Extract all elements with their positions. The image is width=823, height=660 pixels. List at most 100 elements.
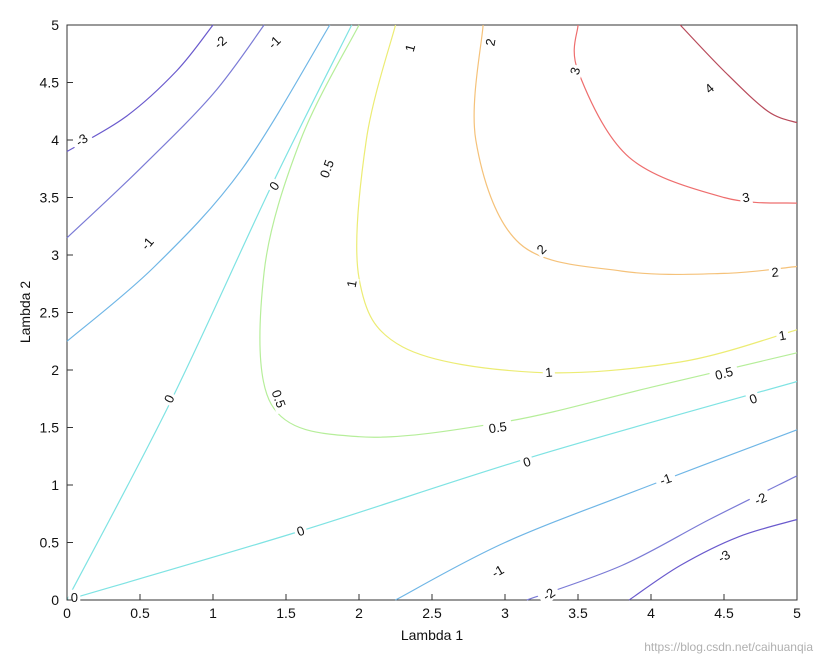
contour-lines: [66, 24, 798, 601]
x-tick-label: 3.5: [568, 605, 588, 621]
contour-level-label: 1: [402, 43, 418, 54]
contour-level-label-group: 0: [264, 176, 284, 195]
contour-line-level-neg2: [66, 24, 265, 239]
x-tick-label: 2.5: [422, 605, 442, 621]
x-tick-label: 5: [793, 605, 801, 621]
contour-level-label: 3: [567, 66, 583, 77]
contour-label-background: [292, 521, 309, 540]
contour-label-background: [485, 559, 510, 583]
y-tick-label: 1: [51, 477, 59, 493]
contour-level-label-group: 0: [518, 452, 535, 471]
x-axis-label: Lambda 1: [401, 627, 463, 643]
contour-level-label-group: 2: [481, 35, 498, 50]
contour-line-level-neg1: [66, 24, 331, 342]
contour-level-label-group: 1: [400, 40, 419, 56]
y-tick-label: 2: [51, 362, 59, 378]
contour-level-label-group: 0: [292, 521, 309, 540]
contour-label-background: [68, 127, 94, 152]
contour-level-label-group: -3: [711, 544, 737, 568]
x-tick-label: 4: [647, 605, 655, 621]
contour-label-background: [711, 544, 737, 568]
contour-level-label-group: 0.5: [267, 382, 292, 415]
y-tick-label: 0: [51, 592, 59, 608]
x-tick-label: 1: [209, 605, 217, 621]
contour-label-background: [342, 276, 360, 291]
y-tick-label: 2.5: [40, 305, 60, 321]
contour-label-background: [565, 63, 584, 79]
contour-level-label: 1: [778, 327, 788, 343]
contour-level-label-group: 2: [531, 239, 551, 259]
x-tick-label: 0: [63, 605, 71, 621]
contour-label-background: [653, 468, 678, 490]
contour-level-label: 2: [771, 264, 780, 280]
contour-line-level-neg1: [395, 429, 798, 601]
contour-label-background: [699, 78, 719, 98]
contour-level-label-group: -2: [207, 29, 233, 55]
contour-label-background: [748, 487, 773, 510]
contour-label-background: [68, 589, 81, 605]
contour-level-label: 3: [741, 189, 751, 205]
contour-level-label-group: 3: [738, 188, 754, 206]
contour-label-background: [744, 389, 762, 408]
contour-label-background: [159, 389, 179, 408]
plot-frame: [66, 24, 798, 601]
contour-level-labels: -3 -2 -1 0 0.5 1 2 3 4 -1 1 2 3 2 1 0.5 0 1 0.5 0 0.5 0 0 -1 -2 -…: [68, 29, 790, 606]
contour-level-label-group: 3: [565, 63, 584, 79]
contour-level-label-group: 1: [775, 326, 790, 344]
contour-level-label-group: 1: [342, 276, 360, 291]
contour-label-background: [518, 452, 535, 471]
contour-label-background: [738, 188, 754, 206]
contour-label-background: [768, 263, 782, 280]
contour-line-level-0_5: [259, 24, 798, 438]
contour-level-label: 2: [482, 37, 498, 47]
contour-level-label: 1: [344, 279, 360, 289]
contour-line-level-4: [679, 24, 798, 124]
contour-level-label-group: -1: [653, 468, 678, 490]
y-tick-label: 4: [51, 132, 59, 148]
contour-level-label-group: 0: [159, 389, 179, 408]
contour-level-label-group: 1: [542, 363, 556, 381]
contour-level-label-group: 0.5: [314, 152, 339, 185]
contour-label-background: [267, 382, 292, 415]
contour-level-label-group: -2: [748, 487, 773, 510]
contour-label-background: [134, 230, 160, 256]
contour-level-label: -2: [752, 490, 769, 508]
contour-level-label: 0.5: [269, 388, 289, 410]
contour-label-background: [482, 417, 513, 437]
contour-label-background: [481, 35, 499, 50]
watermark-text: https://blog.csdn.net/caihuanqia: [644, 640, 813, 654]
contour-label-background: [261, 29, 287, 55]
contour-level-label-group: -3: [68, 127, 94, 152]
contour-level-label: 0: [295, 523, 307, 540]
x-tick-label: 4.5: [714, 605, 734, 621]
contour-label-background: [314, 152, 339, 185]
contour-line-level-0: [66, 380, 798, 601]
contour-level-label: -1: [658, 470, 674, 488]
contour-level-label-group: 0: [744, 389, 762, 408]
y-tick-label: 1.5: [40, 420, 60, 436]
contour-line-level-0: [66, 24, 353, 601]
y-tick-label: 4.5: [40, 75, 60, 91]
x-tick-label: 3: [501, 605, 509, 621]
contour-line-level-2: [473, 24, 798, 276]
x-tick-label: 1.5: [276, 605, 296, 621]
contour-label-background: [531, 239, 551, 259]
contour-label-background: [708, 362, 740, 384]
y-tick-label: 3: [51, 247, 59, 263]
contour-label-background: [775, 326, 790, 344]
contour-level-label: 1: [545, 365, 554, 381]
contour-level-label-group: -2: [536, 582, 562, 606]
contour-level-label-group: 0.5: [708, 362, 740, 384]
contour-level-label-group: 0.5: [482, 417, 513, 437]
contour-line-level-1: [356, 24, 798, 374]
contour-level-label-group: 4: [699, 78, 719, 98]
contour-level-label-group: -1: [134, 230, 160, 256]
contour-level-label: 0: [71, 590, 78, 605]
contour-level-label: 0: [747, 391, 759, 408]
contour-level-label: 0: [521, 454, 533, 471]
x-tick-label: 2: [355, 605, 363, 621]
contour-label-background: [207, 29, 233, 55]
contour-level-label-group: 0: [68, 589, 81, 605]
contour-level-label: 0.5: [713, 364, 734, 383]
